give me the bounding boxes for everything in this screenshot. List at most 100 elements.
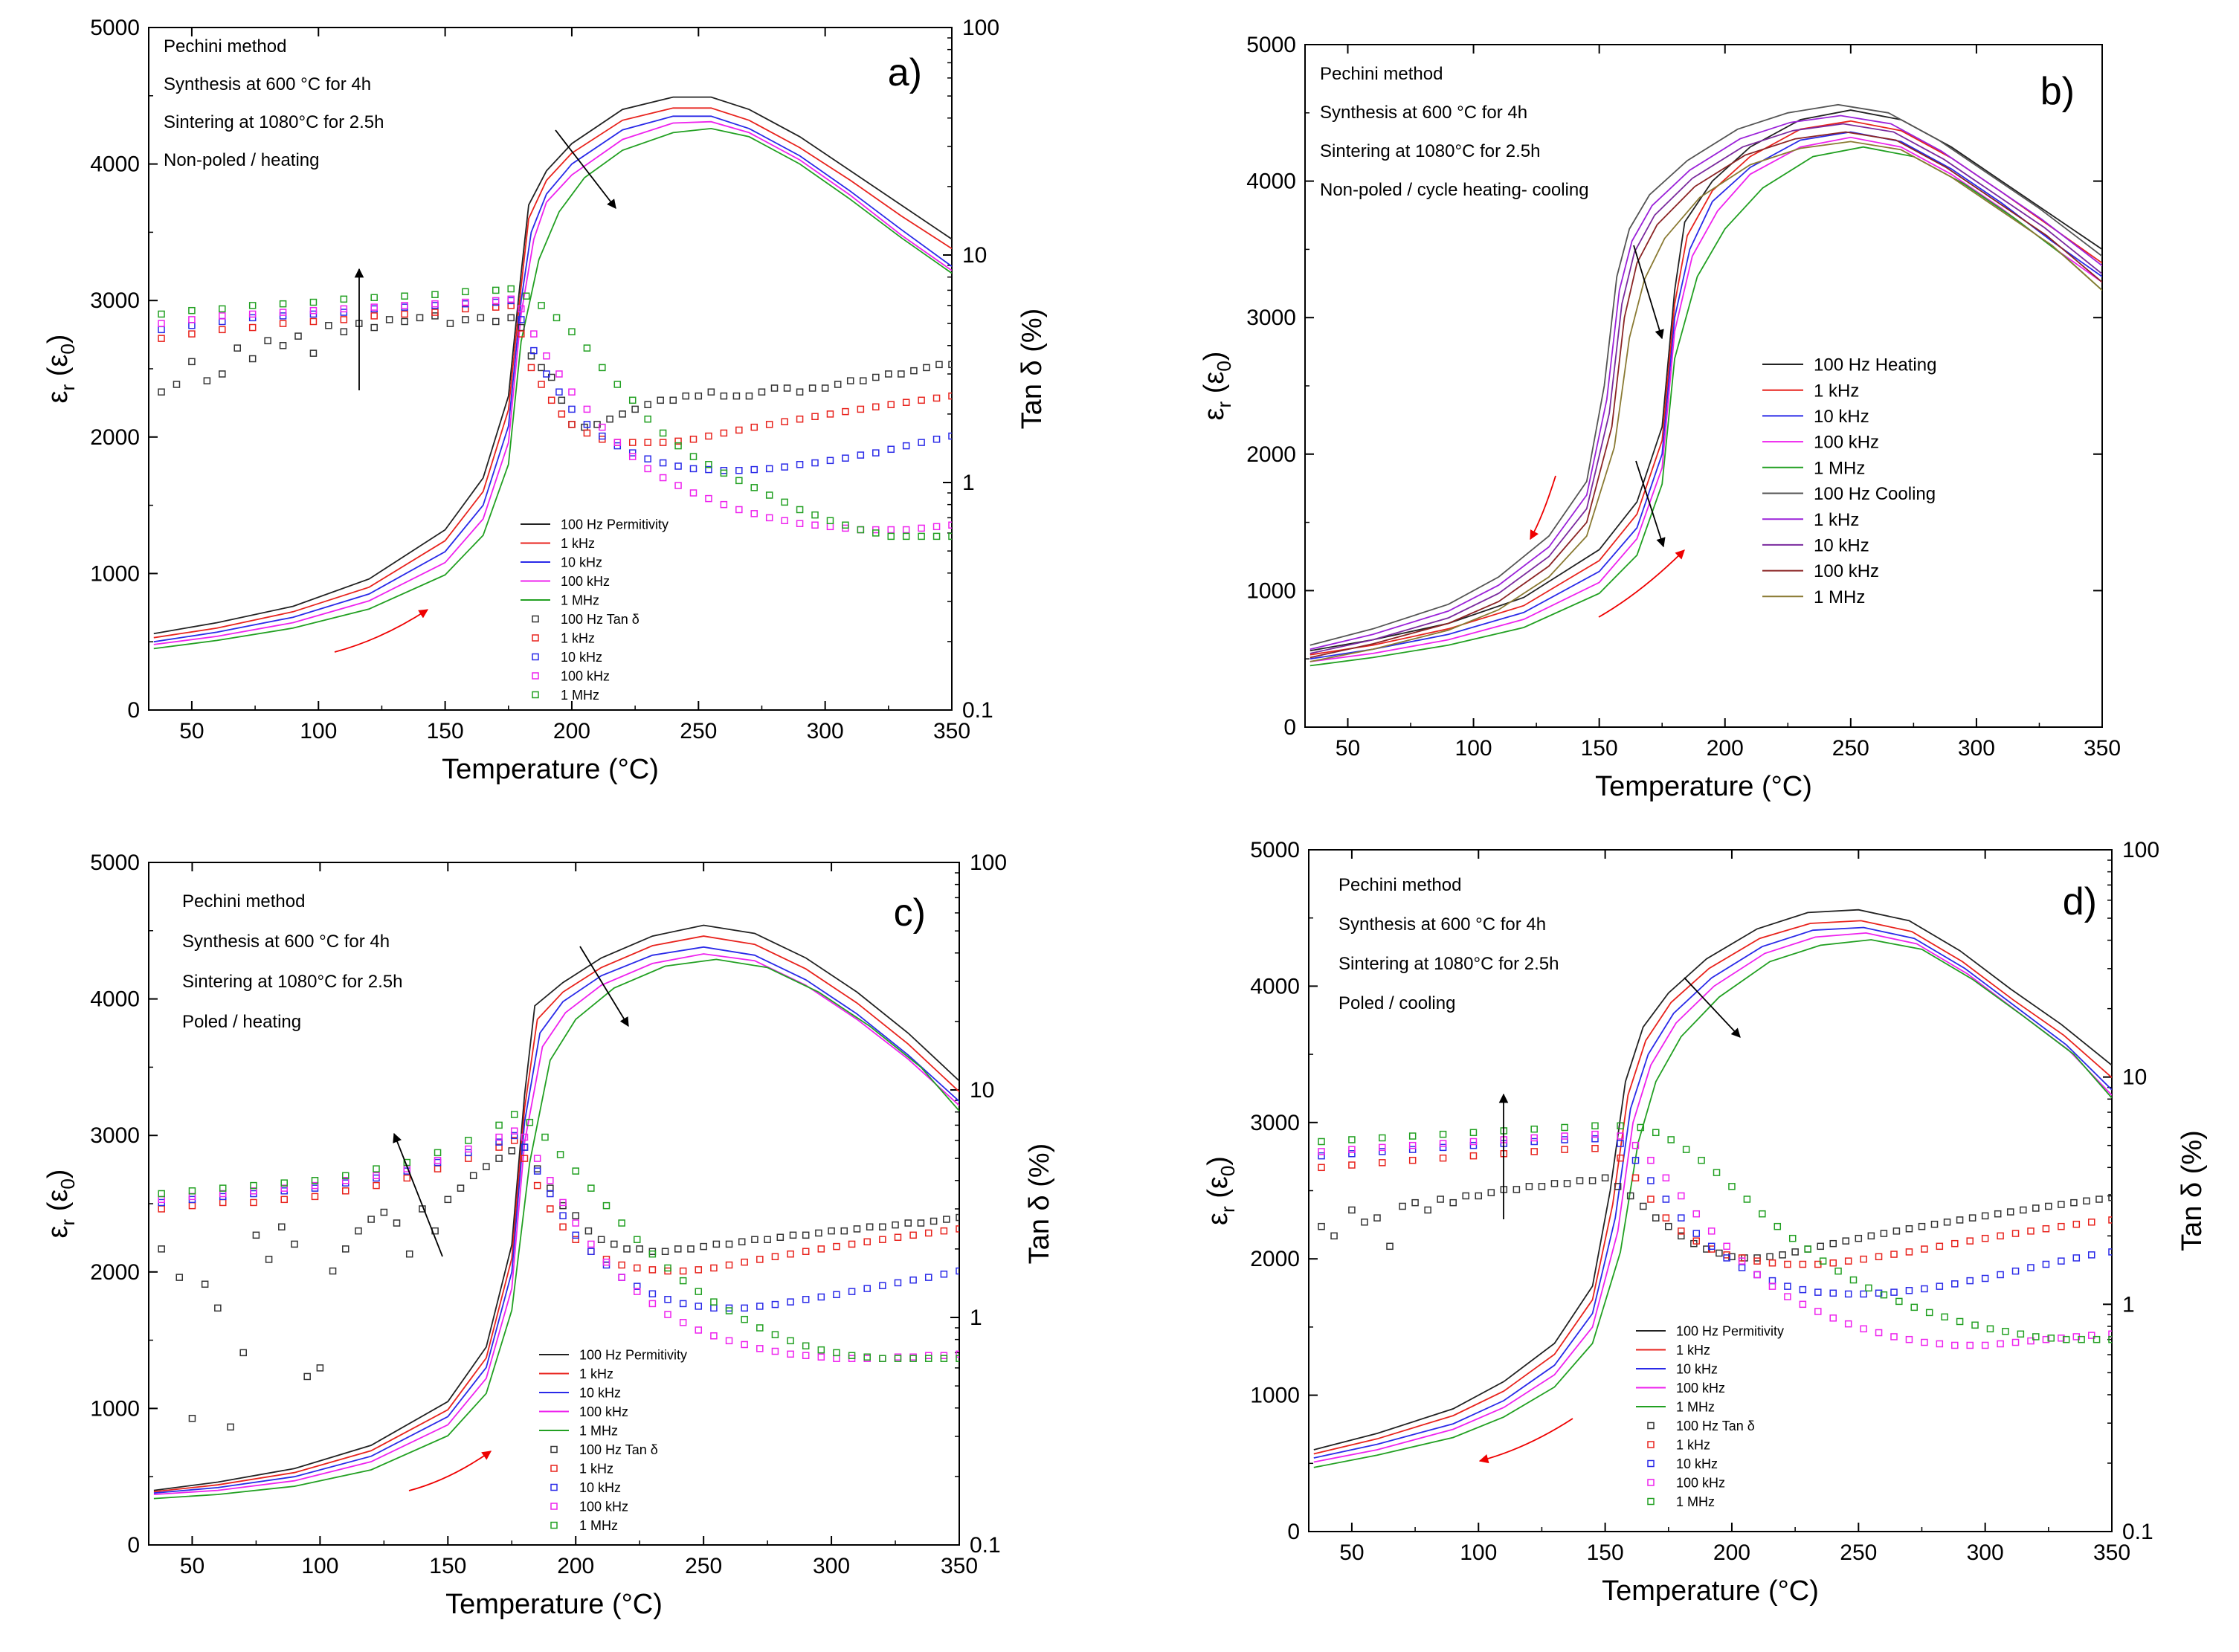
- data-point: [710, 1332, 718, 1340]
- data-point: [735, 506, 743, 514]
- series-line: [153, 924, 959, 1491]
- data-point: [674, 442, 682, 450]
- data-point: [469, 1172, 477, 1180]
- data-point: [705, 461, 712, 468]
- data-point: [787, 1350, 794, 1358]
- data-point: [309, 317, 318, 326]
- series-line: [1309, 131, 2102, 660]
- data-point: [1968, 1214, 1977, 1222]
- data-point: [370, 323, 378, 332]
- data-point: [611, 1240, 618, 1248]
- data-point: [679, 1277, 687, 1285]
- data-point: [932, 523, 941, 531]
- data-point: [1617, 1154, 1624, 1162]
- data-point: [1791, 1248, 1799, 1256]
- data-point: [465, 1155, 472, 1162]
- data-point: [446, 320, 454, 327]
- data-point: [380, 1208, 388, 1216]
- data-point: [239, 1349, 247, 1357]
- data-point: [599, 364, 606, 372]
- data-point: [518, 305, 525, 313]
- data-point: [720, 500, 728, 509]
- data-point: [879, 1223, 886, 1230]
- data-point: [1662, 1196, 1670, 1203]
- data-point: [583, 405, 591, 413]
- data-point: [1892, 1227, 1901, 1235]
- data-point: [1936, 1282, 1944, 1290]
- data-point: [1617, 1122, 1624, 1130]
- data-point: [2017, 1330, 2025, 1338]
- data-point: [1951, 1280, 1959, 1288]
- data-point: [1373, 1214, 1381, 1222]
- data-point: [932, 532, 941, 541]
- data-point: [1707, 1242, 1716, 1251]
- data-point: [1844, 1320, 1852, 1328]
- data-point: [599, 432, 606, 440]
- data-point: [1678, 1227, 1685, 1235]
- data-point: [741, 1304, 748, 1312]
- data-point: [1768, 1282, 1776, 1290]
- legend-marker-swatch: [1647, 1422, 1655, 1430]
- data-point: [373, 1181, 380, 1190]
- data-point: [1994, 1210, 2002, 1218]
- data-point: [1667, 1136, 1675, 1143]
- x-tick-label: 50: [179, 719, 204, 743]
- data-point: [1318, 1222, 1325, 1230]
- data-point: [250, 1181, 257, 1190]
- data-point: [811, 459, 819, 467]
- data-point: [956, 1350, 959, 1358]
- data-point: [745, 392, 753, 400]
- legend-label: 100 kHz: [1814, 433, 1879, 453]
- data-point: [879, 1236, 886, 1243]
- legend-marker-swatch: [550, 1445, 558, 1453]
- data-point: [1662, 1174, 1670, 1182]
- y2-tick-label: 100: [2122, 838, 2159, 862]
- legend-marker-swatch: [1647, 1441, 1655, 1448]
- data-point: [1348, 1206, 1356, 1214]
- data-point: [279, 312, 287, 320]
- data-point: [956, 1267, 959, 1275]
- data-point: [457, 1184, 465, 1192]
- legend-label: 100 kHz: [561, 574, 610, 589]
- data-point: [802, 1296, 810, 1303]
- legend-label: 100 Hz Permitivity: [1676, 1323, 1784, 1338]
- data-point: [902, 442, 910, 450]
- data-point: [1905, 1248, 1913, 1256]
- data-point: [1530, 1138, 1538, 1146]
- data-point: [1348, 1146, 1356, 1153]
- data-point: [2108, 1335, 2112, 1343]
- legend-label: 100 kHz: [1676, 1381, 1725, 1396]
- data-point: [634, 1264, 641, 1272]
- legend-label: 10 kHz: [1676, 1361, 1718, 1376]
- data-point: [932, 436, 941, 443]
- data-point: [2027, 1337, 2035, 1345]
- y-label-part: ε: [1199, 407, 1230, 420]
- data-point: [857, 405, 865, 413]
- data-point: [628, 439, 637, 446]
- data-point: [781, 517, 788, 525]
- data-point: [311, 1177, 319, 1184]
- data-point: [521, 1143, 529, 1151]
- data-point: [2095, 1196, 2103, 1203]
- data-point: [219, 326, 226, 334]
- data-point: [674, 462, 682, 470]
- data-point: [659, 429, 667, 437]
- data-point: [1880, 1230, 1888, 1237]
- data-point: [507, 285, 515, 293]
- legend-label: 1 kHz: [561, 536, 595, 551]
- data-point: [1875, 1329, 1883, 1337]
- data-point: [367, 1216, 375, 1223]
- data-point: [1951, 1341, 1959, 1349]
- data-point: [695, 1303, 703, 1310]
- data-point: [2011, 1338, 2020, 1346]
- x-tick-label: 200: [1713, 1540, 1750, 1565]
- data-point: [219, 312, 226, 320]
- data-point: [644, 415, 651, 423]
- data-point: [1921, 1338, 1928, 1346]
- data-point: [619, 410, 626, 418]
- data-point: [342, 1172, 349, 1180]
- data-point: [674, 482, 682, 489]
- data-point: [826, 517, 834, 525]
- data-point: [203, 377, 211, 384]
- trend-arrow: [1635, 460, 1666, 548]
